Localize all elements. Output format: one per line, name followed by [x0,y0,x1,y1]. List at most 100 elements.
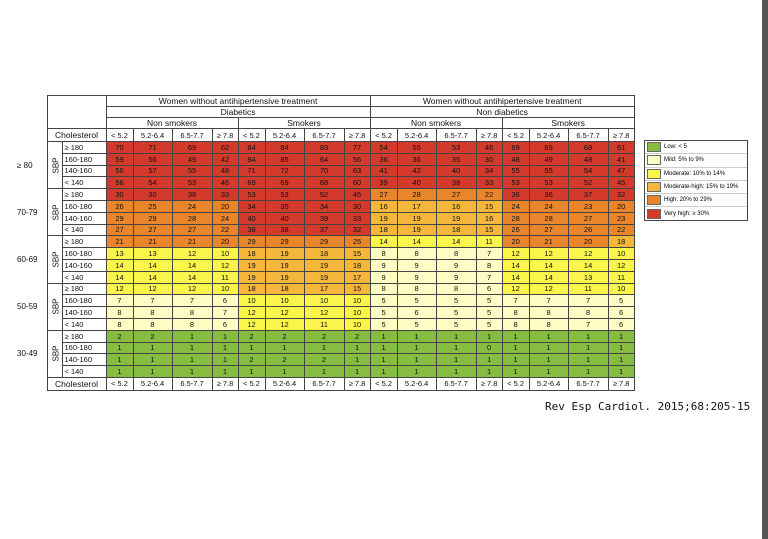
risk-cell: 14 [105,258,134,272]
risk-cell: 19 [435,211,477,225]
legend-item: Mild: 5% to 9% [645,154,747,168]
risk-cell: 9 [435,258,477,272]
legend-item: High: 20% to 29% [645,194,747,208]
cholesterol-header: ≥ 7.8 [475,128,503,142]
risk-cell: 1 [171,341,213,355]
risk-cell: 1 [264,365,305,378]
risk-cell: 84 [264,141,305,154]
legend: Low: < 5 Mild: 5% to 9% Moderate: 10% to 1… [644,140,748,221]
sbp-label: SBP [46,235,63,284]
risk-cell: 70 [303,164,345,178]
risk-cell: 10 [303,294,345,308]
risk-cell: 61 [607,141,635,154]
risk-cell: 18 [237,247,266,260]
cholesterol-header: 6.5-7.7 [567,128,609,142]
risk-cell: 10 [343,306,371,319]
risk-cell: 84 [237,141,266,154]
group-title: Women without antihipertensive treatment [105,95,371,107]
cholesterol-header: < 5.2 [369,376,398,391]
table-row: < 140 27 27 27 22 38 38 37 32 18 19 18 15 26 27 26 22 [15,223,635,237]
risk-cell: 8 [528,317,569,331]
risk-cell: 12 [607,258,635,272]
table-row: 160-180 7 7 7 6 10 10 10 10 5 5 5 5 7 7 7 5 [15,294,635,308]
legend-label: Mild: 5% to 9% [664,157,705,164]
risk-cell: 56 [132,152,173,166]
cholesterol-label: Cholesterol [46,376,107,391]
risk-cell: 37 [303,223,345,237]
table-row: 140-160 8 8 8 7 12 12 12 10 5 6 5 5 8 8 8 6 [15,306,635,319]
cholesterol-header: ≥ 7.8 [607,128,635,142]
risk-cell: 1 [607,353,635,367]
risk-cell: 9 [396,270,437,284]
cholesterol-header: 5.2-6.4 [396,376,437,391]
risk-cell: 48 [211,164,239,178]
risk-cell: 56 [343,152,371,166]
risk-cell: 8 [501,317,530,331]
risk-cell: 1 [132,365,173,378]
sbp-label: SBP [46,329,63,378]
risk-cell: 11 [567,282,609,296]
risk-cell: 1 [501,353,530,367]
risk-cell: 24 [501,199,530,213]
risk-cell: 22 [211,223,239,237]
risk-cell: 1 [171,353,213,367]
risk-cell: 36 [528,188,569,201]
cholesterol-header: ≥ 7.8 [211,128,239,142]
risk-cell: 12 [105,282,134,296]
risk-cell: 49 [171,152,213,166]
risk-cell: 53 [528,176,569,190]
risk-cell: 1 [396,341,437,355]
risk-cell: 63 [343,164,371,178]
risk-cell: 70 [105,141,134,154]
risk-cell: 24 [528,199,569,213]
cholesterol-header: 6.5-7.7 [567,376,609,391]
table-row: 160-180 26 25 24 20 34 35 34 30 16 17 16 15 24 24 23 20 [15,199,635,213]
sbp-range: < 140 [61,365,107,378]
spacer [15,377,47,390]
risk-cell: 7 [105,294,134,308]
risk-cell: 5 [369,306,398,319]
risk-cell: 2 [237,329,266,343]
spacer [15,96,47,129]
table-row: ≥ 80 SBP ≥ 180 70 71 69 62 84 84 83 77 54 55 53 46 69 69… [15,140,635,190]
risk-cell: 16 [475,211,503,225]
risk-cell: 1 [369,341,398,355]
legend-item: Low: < 5 [645,141,747,155]
risk-cell: 8 [435,282,477,296]
risk-cell: 1 [343,365,371,378]
cholesterol-header: 6.5-7.7 [303,376,345,391]
risk-cell: 69 [528,141,569,154]
risk-cell: 20 [501,235,530,249]
risk-cell: 8 [369,247,398,260]
risk-cell: 10 [211,247,239,260]
risk-cell: 8 [435,247,477,260]
risk-cell: 8 [171,317,213,331]
risk-cell: 18 [435,223,477,237]
risk-cell: 9 [396,258,437,272]
risk-cell: 1 [607,341,635,355]
sbp-range: < 140 [61,223,107,237]
risk-cell: 1 [435,353,477,367]
risk-cell: 12 [501,282,530,296]
risk-cell: 14 [132,270,173,284]
risk-cell: 14 [171,258,213,272]
risk-cell: 2 [264,353,305,367]
risk-cell: 48 [501,152,530,166]
risk-cell: 40 [396,176,437,190]
risk-cell: 37 [567,188,609,201]
risk-cell: 22 [475,188,503,201]
age-label: 30-49 [17,349,38,359]
risk-cell: 8 [396,282,437,296]
risk-cell: 1 [567,341,609,355]
risk-cell: 5 [475,294,503,308]
risk-cell: 19 [264,247,305,260]
risk-cell: 1 [211,353,239,367]
risk-cell: 55 [501,164,530,178]
sbp-range: < 140 [61,270,107,284]
legend-item: Very high: ≥ 30% [645,207,747,219]
risk-cell: 1 [528,329,569,343]
risk-cell: 8 [475,258,503,272]
risk-cell: 22 [607,223,635,237]
risk-cell: 1 [303,341,345,355]
